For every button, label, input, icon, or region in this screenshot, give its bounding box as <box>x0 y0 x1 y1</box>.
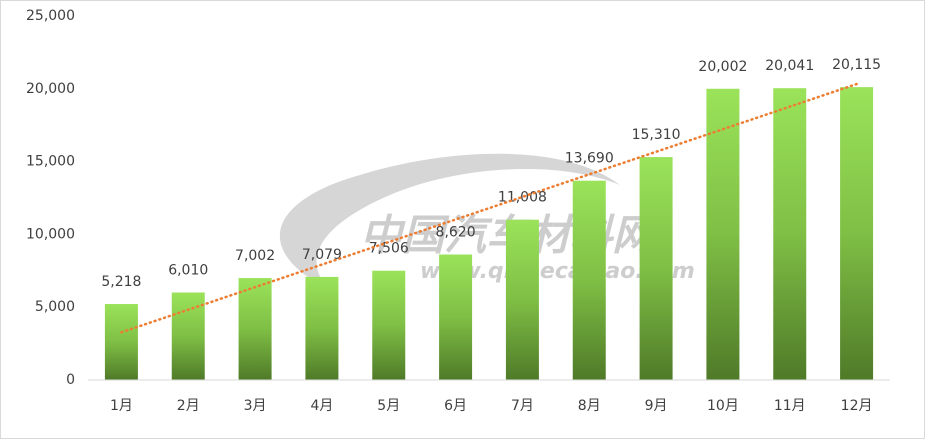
trendline <box>120 82 858 334</box>
x-tick-label: 5月 <box>377 398 400 414</box>
bar <box>505 219 539 380</box>
y-tick-label: 5,000 <box>35 299 75 315</box>
y-tick-label: 20,000 <box>26 81 75 97</box>
bar <box>171 292 205 380</box>
x-tick-label: 1月 <box>110 398 133 414</box>
value-label: 20,041 <box>765 58 814 74</box>
value-label: 7,002 <box>235 248 275 264</box>
x-tick-label: 12月 <box>841 398 873 414</box>
value-label: 5,218 <box>101 274 141 290</box>
bar <box>706 88 740 381</box>
bar <box>840 87 874 380</box>
value-label: 6,010 <box>168 262 208 278</box>
x-tick-label: 4月 <box>310 398 333 414</box>
x-tick-label: 7月 <box>511 398 534 414</box>
value-label: 7,506 <box>369 241 409 257</box>
y-tick-label: 15,000 <box>26 154 75 170</box>
value-label: 20,002 <box>698 59 747 75</box>
x-tick-label: 11月 <box>774 398 806 414</box>
x-tick-label: 6月 <box>444 398 467 414</box>
x-tick-label: 2月 <box>177 398 200 414</box>
bar <box>305 276 339 380</box>
value-label: 20,115 <box>832 57 881 73</box>
value-label: 8,620 <box>436 224 476 240</box>
y-tick-label: 0 <box>66 372 75 388</box>
y-tick-label: 25,000 <box>26 8 75 24</box>
bar <box>238 278 272 380</box>
bar <box>572 180 606 380</box>
value-label: 7,079 <box>302 247 342 263</box>
bar <box>639 157 673 380</box>
bar <box>439 254 473 380</box>
value-label: 13,690 <box>565 151 614 167</box>
x-tick-label: 10月 <box>707 398 739 414</box>
y-tick-label: 10,000 <box>26 226 75 242</box>
x-tick-label: 3月 <box>244 398 267 414</box>
x-tick-label: 8月 <box>578 398 601 414</box>
value-label: 15,310 <box>632 127 681 143</box>
bar <box>104 304 138 380</box>
x-tick-label: 9月 <box>645 398 668 414</box>
bar <box>773 88 807 381</box>
bar <box>372 270 406 380</box>
